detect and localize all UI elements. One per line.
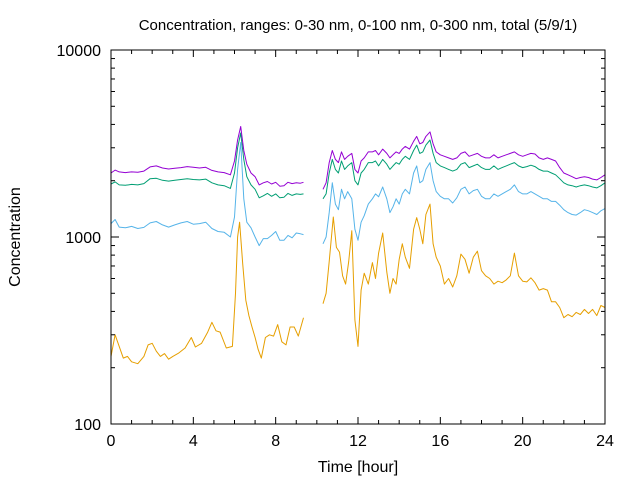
x-tick-label: 0 — [107, 433, 116, 450]
series-3-line-segment-0 — [110, 126, 304, 187]
series-2-line-segment-1 — [322, 139, 606, 200]
series-1-line-segment-0 — [110, 142, 304, 247]
series-layer — [110, 126, 606, 365]
y-tick-label: 1000 — [65, 230, 101, 247]
series-2-line-segment-0 — [110, 132, 304, 199]
chart-title: Concentration, ranges: 0-30 nm, 0-100 nm… — [139, 17, 578, 34]
x-tick-label: 12 — [349, 433, 367, 450]
series-1-line-segment-1 — [322, 162, 606, 245]
plot-frame — [110, 49, 606, 425]
ticks-layer: 0 4 8 12 16 20 24 100 1000 10000 — [57, 43, 615, 450]
x-tick-label: 24 — [596, 433, 614, 450]
x-tick-label: 8 — [271, 433, 280, 450]
series-0-line-segment-0 — [110, 221, 304, 365]
x-axis-label: Time [hour] — [318, 459, 398, 476]
x-tick-label: 20 — [514, 433, 532, 450]
series-0-line-segment-1 — [322, 203, 606, 347]
y-tick-label: 100 — [74, 417, 101, 434]
series-3-line-segment-1 — [322, 131, 606, 190]
y-axis-label: Concentration — [7, 187, 24, 287]
x-tick-label: 16 — [431, 433, 449, 450]
x-tick-label: 4 — [189, 433, 198, 450]
y-tick-label: 10000 — [57, 43, 102, 60]
